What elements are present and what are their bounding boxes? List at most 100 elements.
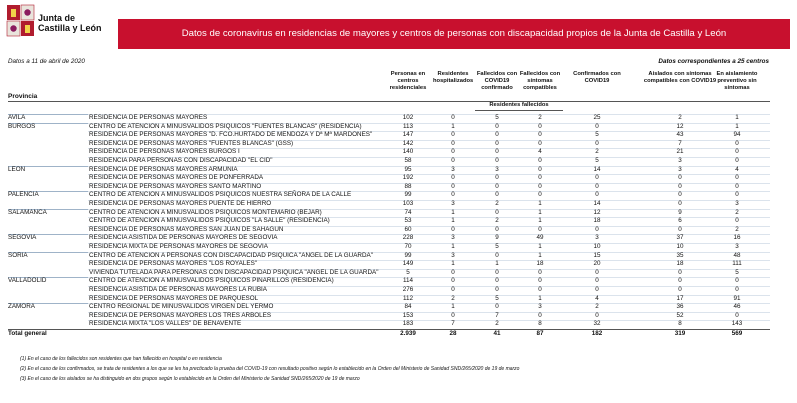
value: 2 xyxy=(495,217,499,225)
value: 3 xyxy=(451,251,455,259)
row-rule xyxy=(88,200,770,201)
value: 3 xyxy=(595,234,599,242)
value: 9 xyxy=(495,234,499,242)
province: SEGOVIA xyxy=(8,234,37,242)
value: 0 xyxy=(538,225,542,233)
value: 0 xyxy=(495,131,499,139)
value: 8 xyxy=(538,320,542,328)
column-header: Aislados con síntomas compatibles con CO… xyxy=(643,71,717,84)
value: 1 xyxy=(451,122,455,130)
value: 140 xyxy=(402,148,414,156)
value: 0 xyxy=(495,286,499,293)
logo-emblem xyxy=(6,4,35,37)
value: 1 xyxy=(451,303,455,311)
value: 0 xyxy=(495,208,499,216)
value: 0 xyxy=(451,311,455,319)
title: Datos de coronavirus en residencias de m… xyxy=(181,28,727,39)
value: 0 xyxy=(595,277,599,285)
group-rule xyxy=(475,110,563,111)
row-rule xyxy=(88,234,770,236)
value: 1 xyxy=(451,243,455,250)
row-rule xyxy=(88,157,770,158)
center-name: RESIDENCIA DE PERSONAS MAYORES "LOS ROYA… xyxy=(89,260,258,268)
value: 111 xyxy=(732,260,742,268)
value: 0 xyxy=(735,311,739,319)
value: 99 xyxy=(404,191,412,199)
value: 0 xyxy=(678,268,682,276)
value: 147 xyxy=(402,131,414,139)
province: PALENCIA xyxy=(8,191,39,199)
footnote: (3) En el caso de los aislados se ha dis… xyxy=(20,376,360,382)
value: 35 xyxy=(676,251,684,259)
center-name: CENTRO REGIONAL DE MINUSVALIDOS VIRGEN D… xyxy=(89,303,274,311)
value: 0 xyxy=(495,225,499,233)
center-name: VIVIENDA TUTELADA PARA PERSONAS CON DISC… xyxy=(89,268,379,276)
value: 0 xyxy=(595,139,599,147)
value: 2 xyxy=(595,303,599,311)
value: 25 xyxy=(593,114,601,121)
footnote: (2) En el caso de los confirmados, se tr… xyxy=(20,366,520,372)
footnote: (1) En el caso de los fallecidos son res… xyxy=(20,356,222,362)
value: 0 xyxy=(538,277,542,285)
center-name: RESIDENCIA MIXTA "LOS VALLES" DE BENAVEN… xyxy=(89,320,242,328)
value: 0 xyxy=(595,225,599,233)
row-rule xyxy=(88,225,770,227)
value: 48 xyxy=(733,251,741,259)
value: 0 xyxy=(735,277,739,285)
value: 2 xyxy=(495,320,499,328)
value: 1 xyxy=(735,122,739,130)
value: 1 xyxy=(451,260,455,268)
value: 2 xyxy=(538,114,542,121)
value: 0 xyxy=(451,191,455,199)
value: 0 xyxy=(735,286,739,293)
value: 0 xyxy=(495,122,499,130)
total-value: 2.939 xyxy=(400,330,416,337)
province: LEON xyxy=(8,165,26,173)
column-header: Residentes hospitalizados xyxy=(433,71,474,84)
value: 99 xyxy=(404,251,412,259)
value: 2 xyxy=(595,148,599,156)
logo-line: Castilla y León xyxy=(38,22,102,33)
value: 0 xyxy=(495,251,499,259)
value: 5 xyxy=(495,114,499,121)
header-rule xyxy=(8,101,770,102)
value: 15 xyxy=(593,251,601,259)
total-label: Total general xyxy=(8,330,47,337)
value: 0 xyxy=(595,286,599,293)
value: 0 xyxy=(538,311,542,319)
value: 0 xyxy=(495,182,499,190)
value: 228 xyxy=(402,234,414,242)
center-name: RESIDENCIA DE PERSONAS MAYORES DE PONFER… xyxy=(89,174,264,182)
total-value: 569 xyxy=(731,330,743,337)
row-rule xyxy=(88,182,770,184)
value: 74 xyxy=(404,208,412,216)
value: 3 xyxy=(495,165,499,173)
value: 20 xyxy=(593,260,601,268)
value: 5 xyxy=(495,294,499,302)
value: 0 xyxy=(538,268,542,276)
value: 1 xyxy=(538,251,542,259)
total-value: 41 xyxy=(493,330,501,337)
center-name: RESIDENCIA DE PERSONAS MAYORES SAN JUAN … xyxy=(89,225,284,233)
logo-text: Junta de Castilla y León xyxy=(38,13,108,33)
value: 1 xyxy=(538,243,542,250)
value: 4 xyxy=(735,165,739,173)
value: 0 xyxy=(451,139,455,147)
value: 52 xyxy=(676,311,684,319)
value: 102 xyxy=(402,114,414,121)
value: 43 xyxy=(676,131,684,139)
row-rule xyxy=(88,294,770,296)
value: 46 xyxy=(733,303,741,311)
value: 1 xyxy=(451,217,455,225)
value: 276 xyxy=(402,286,414,293)
value: 1 xyxy=(538,217,542,225)
center-name: RESIDENCIA DE PERSONAS MAYORES xyxy=(89,114,208,121)
value: 5 xyxy=(735,268,739,276)
value: 0 xyxy=(538,174,542,182)
value: 3 xyxy=(678,157,682,164)
value: 0 xyxy=(451,114,455,121)
column-header: Fallecidos con COVID19 confirmado xyxy=(476,71,518,91)
row-rule xyxy=(88,139,770,141)
value: 1 xyxy=(735,114,739,121)
row-rule xyxy=(88,114,770,115)
